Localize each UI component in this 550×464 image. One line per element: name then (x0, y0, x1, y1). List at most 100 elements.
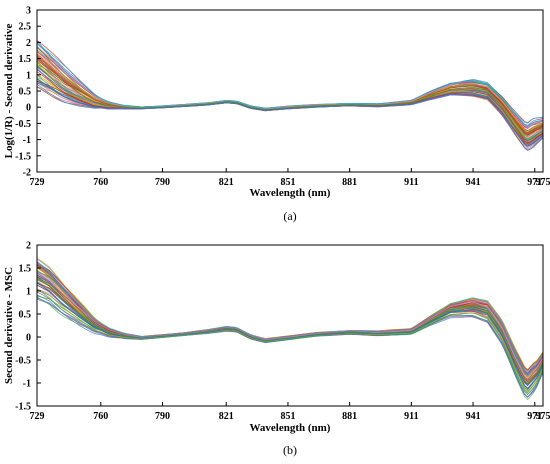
spectrum-line (36, 86, 544, 151)
y-tick-label: -2 (23, 168, 31, 179)
x-tick-label: 911 (404, 177, 418, 188)
plot-frame (36, 244, 544, 407)
spectrum-line (36, 272, 544, 383)
spectrum-line (36, 78, 544, 147)
spectrum-line (36, 260, 544, 375)
spectrum-line (36, 275, 544, 383)
x-tick-label: 851 (280, 177, 295, 188)
spectrum-line (36, 60, 544, 135)
y-tick-label: -0.5 (15, 356, 31, 367)
spectra-group (36, 257, 544, 401)
x-axis-title: Wavelength (nm) (250, 187, 331, 199)
spectrum-line (36, 274, 544, 382)
spectrum-line (36, 271, 544, 376)
spectrum-line (36, 257, 544, 371)
spectrum-line (36, 262, 544, 374)
spectrum-line (36, 277, 544, 386)
x-tick-label: 851 (280, 411, 295, 422)
x-tick-label: 881 (342, 411, 357, 422)
spectrum-line (36, 271, 544, 375)
y-tick-label: -1 (23, 379, 31, 390)
spectrum-line (36, 264, 544, 376)
y-tick-label: -1.5 (15, 151, 31, 162)
spectrum-line (36, 264, 544, 375)
y-tick-label: 3 (26, 6, 31, 17)
x-tick-label: 821 (219, 411, 234, 422)
panel-caption: (a) (283, 209, 296, 223)
y-tick-label: 1 (26, 287, 31, 298)
y-tick-label: 0.5 (19, 87, 32, 98)
x-tick-label: 790 (155, 411, 170, 422)
spectrum-line (36, 263, 544, 372)
y-tick-label: 2.5 (19, 22, 32, 33)
spectrum-line (36, 271, 544, 380)
spectrum-line (36, 269, 544, 380)
x-tick-label: 941 (466, 177, 481, 188)
x-tick-label: 975 (536, 177, 550, 188)
x-tick-label: 760 (93, 411, 108, 422)
y-tick-label: 1.5 (19, 264, 32, 275)
spectrum-line (36, 270, 544, 377)
spectrum-line (36, 258, 544, 372)
y-tick-label: -1.5 (15, 402, 31, 413)
spectrum-line (36, 60, 544, 138)
x-axis-title: Wavelength (nm) (250, 422, 331, 434)
x-tick-label: 821 (219, 177, 234, 188)
spectrum-line (36, 57, 544, 135)
spectrum-line (36, 298, 544, 398)
spectrum-line (36, 58, 544, 136)
panel-caption: (b) (283, 443, 297, 457)
x-tick-label: 911 (404, 411, 418, 422)
x-tick-label: 881 (342, 177, 357, 188)
spectrum-line (36, 59, 544, 135)
y-tick-label: 0 (26, 103, 31, 114)
spectrum-line (36, 271, 544, 378)
x-tick-label: 975 (536, 411, 550, 422)
spectrum-line (36, 271, 544, 377)
spectrum-line (36, 266, 544, 374)
spectrum-line (36, 86, 544, 150)
x-tick-label: 729 (30, 411, 45, 422)
spectrum-line (36, 265, 544, 378)
spectrum-line (36, 53, 544, 134)
spectrum-line (36, 297, 544, 398)
spectrum-line (36, 272, 544, 381)
spectrum-line (36, 265, 544, 375)
spectrum-line (36, 65, 544, 141)
y-tick-label: -0.5 (15, 119, 31, 130)
spectrum-line (36, 76, 544, 144)
y-tick-label: 2 (26, 38, 31, 49)
spectrum-line (36, 63, 544, 141)
spectrum-line (36, 266, 544, 375)
spectrum-line (36, 264, 544, 376)
y-tick-label: -1 (23, 135, 31, 146)
y-tick-label: 1.5 (19, 54, 32, 65)
spectrum-line (36, 266, 544, 378)
spectrum-line (36, 43, 544, 124)
y-axis-title: Second derivative - MSC (3, 267, 15, 384)
spectrum-line (36, 267, 544, 377)
x-tick-label: 941 (466, 411, 481, 422)
spectrum-line (36, 46, 544, 128)
spectrum-line (36, 296, 544, 401)
x-tick-label: 760 (93, 177, 108, 188)
spectrum-line (36, 51, 544, 130)
spectra-group (36, 40, 544, 151)
x-tick-label: 790 (155, 177, 170, 188)
y-tick-label: 0.5 (19, 310, 32, 321)
spectrum-line (36, 62, 544, 140)
x-tick-label: 729 (30, 177, 45, 188)
spectrum-line (36, 65, 544, 139)
y-tick-label: 2 (26, 241, 31, 252)
x-tick-label: 971 (527, 177, 542, 188)
y-tick-label: 1 (26, 70, 31, 81)
y-axis-title: Log(1/R) - Second derivative (3, 24, 15, 159)
y-tick-label: 0 (26, 333, 31, 344)
spectrum-line (36, 274, 544, 383)
spectrum-line (36, 64, 544, 136)
spectrum-line (36, 282, 544, 389)
spectrum-line (36, 61, 544, 138)
x-tick-label: 971 (527, 411, 542, 422)
